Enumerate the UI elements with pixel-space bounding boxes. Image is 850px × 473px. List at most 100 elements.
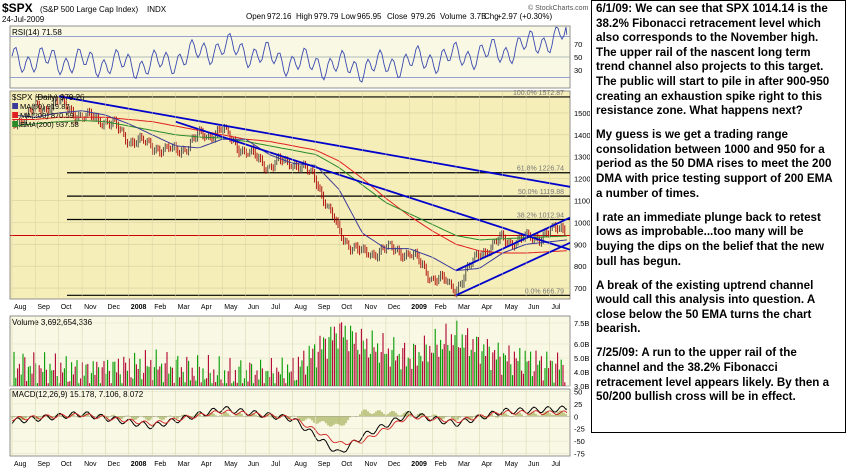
svg-text:979.26: 979.26 (411, 12, 436, 21)
x-axis-label: Jun (248, 304, 259, 311)
x-axis-label: Mar (178, 304, 191, 311)
x-axis-label: Dec (108, 461, 121, 468)
ema200-line (11, 120, 567, 241)
commentary-paragraph-2: My guess is we get a trading range conso… (596, 128, 833, 200)
price-tick-label: 1400 (574, 131, 590, 140)
ohlc-readout: Open 972.16 High 979.79 Low 965.95 Close… (246, 12, 552, 21)
price-legend-title: $SPX (Daily) 979.26 (12, 93, 85, 102)
fib-level-label: 50.0% 1119.88 (518, 189, 564, 196)
x-axis-label: May (224, 304, 238, 311)
volume-bars (13, 320, 566, 386)
x-axis-label: Feb (154, 304, 166, 311)
price-tick-label: 1100 (574, 196, 590, 205)
x-axis-label: Mar (458, 304, 471, 311)
price-panel: 100.0% 1572.87 61.8% 1226.74 50.0% 1119.88… (9, 90, 590, 300)
x-axis-label: Nov (365, 461, 378, 468)
x-axis-label: Oct (61, 304, 72, 311)
x-axis-label: Dec (388, 304, 401, 311)
legend-label: EMA(200) 937.58 (20, 120, 79, 129)
x-axis-label: Dec (388, 461, 401, 468)
commentary-panel: 6/1/09: We can see that SPX 1014.14 is t… (591, 0, 846, 433)
x-axis-label: Apr (201, 304, 213, 311)
commentary-paragraph-3: I rate an immediate plunge back to retes… (596, 210, 825, 268)
svg-text:Volume: Volume (440, 12, 467, 21)
fib-level-label: 61.8% 1226.74 (517, 166, 564, 173)
stockcharts-watermark: © StockCharts.com (528, 4, 589, 12)
trend-line (175, 120, 570, 251)
macd-tick-label: 0 (574, 412, 578, 421)
x-axis-label: Apr (201, 461, 213, 468)
symbol-title: $SPX (2, 1, 33, 15)
macd-tick-label: 25 (574, 400, 582, 409)
legend-swatch (12, 121, 18, 127)
macd-line (11, 405, 568, 453)
rsi-tick-70: 70 (574, 40, 582, 49)
exchange-label: INDX (147, 5, 167, 14)
trend-line (58, 95, 570, 188)
rsi-label: RSI(14) 71.58 (12, 28, 62, 37)
x-axis-label: Jul (271, 461, 280, 468)
volume-tick-label: 4.0B (574, 368, 589, 377)
x-axis-label: Aug (294, 461, 307, 468)
stock-chart: $SPX (S&P 500 Large Cap Index) INDX 24-J… (2, 1, 590, 468)
x-axis-label: Sep (318, 304, 331, 311)
rsi-tick-30: 30 (574, 66, 582, 75)
x-axis-label: 2009 (411, 304, 427, 311)
x-axis-label: Oct (61, 461, 72, 468)
x-axis-label: Nov (84, 461, 97, 468)
rsi-line (11, 26, 568, 83)
macd-tick-label: -25 (574, 425, 585, 434)
x-axis-label: Nov (84, 304, 97, 311)
x-axis-label: Oct (341, 461, 352, 468)
ma200-line (12, 116, 567, 254)
svg-text:+2.97 (+0.30%): +2.97 (+0.30%) (497, 12, 552, 21)
x-axis-label: Aug (294, 304, 307, 311)
x-axis-label: Sep (318, 461, 331, 468)
fib-level-label: 0.0% 666.79 (525, 288, 564, 295)
x-axis-label: Jul (552, 461, 561, 468)
x-axis-label: May (505, 304, 519, 311)
svg-text:Chg: Chg (484, 12, 499, 21)
x-axis-label: 2008 (131, 461, 147, 468)
svg-text:979.79: 979.79 (314, 12, 339, 21)
fib-level-label: 38.2% 1012.94 (517, 213, 564, 220)
volume-tick-label: 3.0B (574, 382, 589, 391)
x-axis-label: Aug (14, 461, 27, 468)
price-tick-label: 900 (574, 240, 587, 249)
x-axis-label: Mar (458, 461, 471, 468)
macd-signal-line (11, 409, 568, 446)
x-axis-label: Mar (178, 461, 191, 468)
x-axis-label: Apr (481, 461, 493, 468)
price-tick-label: 1500 (574, 109, 590, 118)
commentary-paragraph-5: 7/25/09: A run to the upper rail of the … (596, 346, 830, 404)
rsi-panel: RSI(14) 71.58 70 50 30 (9, 25, 582, 89)
symbol-name: (S&P 500 Large Cap Index) (40, 5, 138, 14)
macd-tick-label: -50 (574, 437, 585, 446)
fib-level-label: 100.0% 1572.87 (513, 90, 564, 97)
x-axis-label: Jun (248, 461, 259, 468)
x-axis-label: Jul (552, 304, 561, 311)
x-axis-label: May (505, 461, 519, 468)
legend-label: MA(50) 919.87 (20, 102, 70, 111)
x-axis-label: Jun (528, 461, 539, 468)
x-axis-label: Aug (14, 304, 27, 311)
commentary-paragraph-4: A break of the existing uptrend channel … (596, 278, 815, 336)
volume-panel: Volume 3,692,654,336 7.5B 6.0B 5.0B 4.0B 3.0… (9, 315, 589, 391)
x-axis-label: Feb (435, 304, 447, 311)
price-tick-label: 1000 (574, 218, 590, 227)
x-axis-label: 2008 (131, 304, 147, 311)
macd-tick-label: -75 (574, 450, 585, 459)
x-axis-label: Jun (528, 304, 539, 311)
volume-tick-label: 7.5B (574, 319, 589, 328)
ma50-line (11, 110, 567, 272)
price-tick-label: 700 (574, 284, 587, 293)
volume-label: Volume 3,692,654,336 (12, 318, 93, 327)
x-axis-label: Feb (154, 461, 166, 468)
chart-date: 24-Jul-2009 (2, 15, 45, 24)
x-axis-label: Sep (37, 461, 50, 468)
legend-swatch (12, 112, 18, 118)
rsi-tick-50: 50 (574, 53, 582, 62)
commentary-paragraph-1: 6/1/09: We can see that SPX 1014.14 is t… (596, 2, 830, 118)
volume-tick-label: 5.0B (574, 354, 589, 363)
macd-tick-label: 50 (574, 387, 582, 396)
